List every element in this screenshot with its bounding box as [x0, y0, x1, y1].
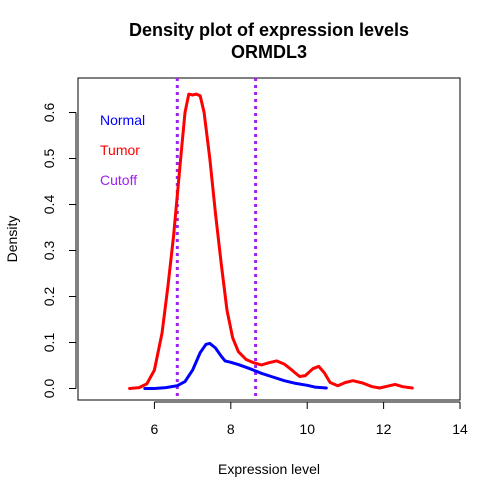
y-tick-label: 0.2: [41, 287, 57, 307]
y-axis: 0.0 0.1 0.2 0.3 0.4 0.5 0.6: [41, 103, 77, 399]
x-axis-label: Expression level: [218, 461, 320, 477]
y-tick-label: 0.0: [41, 379, 57, 399]
y-tick-label: 0.3: [41, 241, 57, 261]
series-normal-curve: [143, 341, 328, 390]
legend-cutoff: Cutoff: [100, 172, 137, 188]
legend-normal: Normal: [100, 112, 145, 128]
plot-area-frame: [77, 77, 461, 401]
x-tick-label: 14: [452, 421, 468, 437]
y-tick-label: 0.6: [41, 103, 57, 123]
chart-title: Density plot of expression levels: [129, 20, 409, 40]
cutoff-lines: [175, 78, 258, 400]
x-tick-label: 12: [376, 421, 392, 437]
legend-tumor: Tumor: [100, 142, 140, 158]
y-tick-label: 0.1: [41, 333, 57, 353]
density-curves: [128, 92, 414, 390]
legend: Normal Tumor Cutoff: [100, 112, 145, 188]
chart-subtitle: ORMDL3: [231, 42, 307, 62]
series-tumor-curve: [128, 92, 414, 390]
x-axis: 6 8 10 12 14: [151, 401, 468, 437]
y-tick-label: 0.4: [41, 195, 57, 215]
x-tick-label: 6: [151, 421, 159, 437]
y-tick-label: 0.5: [41, 149, 57, 169]
y-axis-label: Density: [4, 216, 20, 263]
x-tick-label: 10: [299, 421, 315, 437]
x-tick-label: 8: [227, 421, 235, 437]
